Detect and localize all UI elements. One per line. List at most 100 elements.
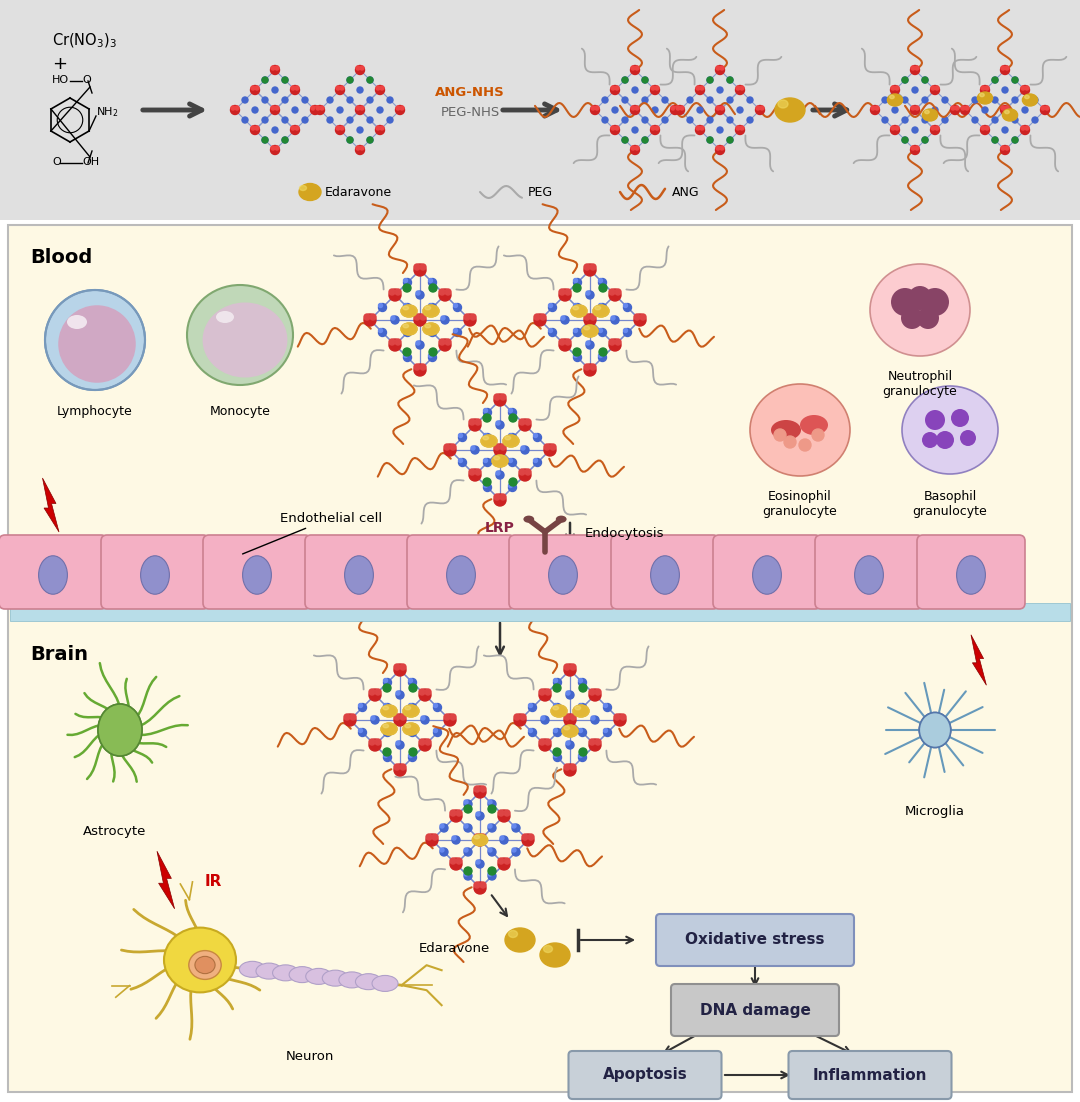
Circle shape — [631, 145, 639, 154]
Circle shape — [1005, 106, 1009, 110]
Circle shape — [433, 728, 437, 733]
Circle shape — [707, 117, 713, 123]
Circle shape — [394, 665, 400, 670]
Circle shape — [812, 429, 824, 441]
Ellipse shape — [1002, 109, 1017, 121]
Circle shape — [496, 471, 504, 479]
Circle shape — [262, 97, 268, 102]
Circle shape — [584, 314, 590, 320]
Circle shape — [404, 303, 407, 307]
Circle shape — [539, 689, 545, 695]
Circle shape — [464, 314, 476, 326]
Circle shape — [445, 339, 451, 345]
Circle shape — [292, 107, 298, 114]
Text: Neutrophil
granulocyte: Neutrophil granulocyte — [882, 370, 957, 398]
Ellipse shape — [509, 930, 517, 938]
Circle shape — [640, 314, 646, 320]
Circle shape — [604, 728, 611, 736]
Circle shape — [488, 872, 492, 876]
Circle shape — [271, 106, 275, 110]
Circle shape — [372, 716, 379, 724]
Ellipse shape — [593, 305, 609, 317]
Circle shape — [774, 429, 786, 441]
Circle shape — [982, 107, 988, 114]
Circle shape — [484, 433, 491, 442]
Circle shape — [622, 137, 627, 143]
Circle shape — [922, 77, 928, 83]
Text: O: O — [82, 75, 91, 85]
Ellipse shape — [203, 303, 287, 378]
Circle shape — [1002, 87, 1008, 93]
Circle shape — [302, 97, 308, 102]
Circle shape — [230, 106, 240, 115]
Circle shape — [521, 446, 525, 450]
Circle shape — [609, 339, 615, 345]
Ellipse shape — [553, 706, 558, 710]
Circle shape — [591, 716, 599, 724]
Circle shape — [438, 289, 445, 295]
Circle shape — [450, 810, 462, 822]
Circle shape — [509, 414, 517, 422]
Circle shape — [464, 824, 468, 828]
Circle shape — [464, 800, 472, 808]
Circle shape — [715, 145, 725, 154]
Circle shape — [1012, 137, 1018, 143]
Text: ANG-NHS: ANG-NHS — [435, 86, 504, 98]
Circle shape — [356, 145, 360, 150]
Circle shape — [440, 824, 444, 828]
Circle shape — [421, 716, 429, 724]
Circle shape — [891, 126, 895, 130]
Circle shape — [598, 354, 603, 357]
Circle shape — [615, 126, 619, 130]
Circle shape — [642, 97, 648, 102]
Circle shape — [512, 849, 516, 852]
Circle shape — [735, 126, 744, 134]
Circle shape — [391, 316, 399, 324]
Circle shape — [421, 716, 426, 720]
Circle shape — [350, 714, 356, 720]
Text: Blood: Blood — [30, 248, 92, 267]
Circle shape — [347, 137, 353, 143]
Circle shape — [740, 126, 744, 130]
Circle shape — [1012, 117, 1018, 123]
Circle shape — [525, 419, 531, 425]
Ellipse shape — [345, 555, 374, 594]
Circle shape — [367, 77, 373, 83]
Ellipse shape — [573, 306, 579, 310]
Circle shape — [634, 314, 646, 326]
Ellipse shape — [957, 555, 985, 594]
Circle shape — [271, 145, 275, 150]
Ellipse shape — [582, 325, 598, 337]
Circle shape — [231, 106, 235, 110]
Circle shape — [611, 86, 615, 90]
Circle shape — [375, 689, 381, 695]
Circle shape — [539, 739, 551, 750]
Circle shape — [408, 754, 417, 761]
FancyBboxPatch shape — [568, 1051, 721, 1099]
Circle shape — [891, 126, 900, 134]
Circle shape — [573, 328, 578, 333]
Circle shape — [635, 106, 639, 110]
FancyBboxPatch shape — [656, 914, 854, 966]
Circle shape — [651, 86, 654, 90]
Circle shape — [604, 703, 611, 712]
Polygon shape — [42, 478, 59, 532]
Circle shape — [632, 87, 638, 93]
Circle shape — [716, 106, 720, 110]
Circle shape — [1045, 106, 1049, 110]
Circle shape — [615, 714, 620, 720]
Text: Neuron: Neuron — [286, 1050, 334, 1063]
Circle shape — [498, 858, 504, 864]
Ellipse shape — [1025, 95, 1029, 99]
Text: Basophil
granulocyte: Basophil granulocyte — [913, 490, 987, 518]
Ellipse shape — [401, 305, 417, 317]
Circle shape — [549, 303, 556, 312]
Circle shape — [915, 145, 919, 150]
Circle shape — [599, 284, 607, 292]
Circle shape — [367, 137, 373, 143]
Circle shape — [369, 689, 381, 701]
Circle shape — [707, 137, 713, 143]
Ellipse shape — [381, 723, 397, 735]
Ellipse shape — [492, 455, 508, 467]
Ellipse shape — [240, 961, 266, 977]
